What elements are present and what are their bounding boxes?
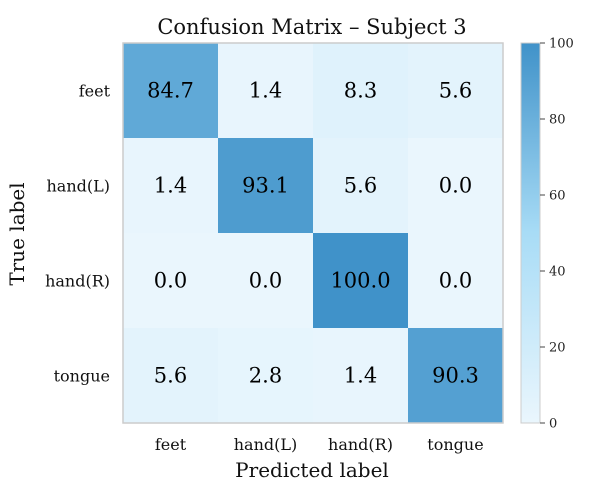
heatmap-cell (123, 138, 218, 233)
cell-value-label: 1.4 (344, 364, 377, 388)
colorbar-tick-label: 40 (549, 265, 566, 280)
x-tick-labels: feet hand(L) hand(R) tongue (155, 435, 484, 454)
colorbar-tick-label: 100 (549, 37, 574, 52)
cell-value-label: 93.1 (242, 174, 289, 198)
heatmap-cell (123, 233, 218, 328)
y-tick-label: feet (79, 82, 111, 101)
heatmap-cell (408, 328, 503, 423)
plot-border (122, 42, 504, 424)
cell-value-label: 5.6 (439, 79, 472, 103)
colorbar (520, 42, 541, 424)
heatmap-cell (218, 138, 313, 233)
cell-value-label: 90.3 (432, 364, 479, 388)
cell-value-label: 84.7 (147, 79, 194, 103)
heatmap-cell (218, 328, 313, 423)
cell-value-label: 0.0 (154, 269, 187, 293)
heatmap-cells: 84.7 1.4 8.3 5.6 1.4 93.1 5.6 0.0 0.0 0.0 100.0 0.0… (123, 43, 503, 423)
heatmap-cell (123, 43, 218, 138)
heatmap-cell (408, 233, 503, 328)
heatmap-cell (313, 233, 408, 328)
heatmap-cell (218, 43, 313, 138)
x-tick-label: tongue (427, 435, 483, 454)
y-axis-label: True label (5, 182, 29, 285)
colorbar-tick-label: 80 (549, 113, 566, 128)
y-tick-labels: feet hand(L) hand(R) tongue (45, 82, 110, 386)
cell-value-label: 0.0 (249, 269, 282, 293)
colorbar-tick-label: 20 (549, 341, 566, 356)
colorbar-ticks: 0 20 40 60 80 100 (540, 37, 574, 432)
cell-value-label: 1.4 (249, 79, 282, 103)
heatmap-cell (313, 328, 408, 423)
cell-value-label: 2.8 (249, 364, 282, 388)
heatmap-cell (408, 138, 503, 233)
y-tick-label: hand(L) (47, 177, 111, 196)
y-tick-label: hand(R) (45, 272, 110, 291)
cell-value-label: 0.0 (439, 174, 472, 198)
heatmap-cell (313, 138, 408, 233)
cell-value-label: 0.0 (439, 269, 472, 293)
cell-value-label: 5.6 (344, 174, 377, 198)
heatmap-cell (408, 43, 503, 138)
x-tick-label: hand(L) (234, 435, 298, 454)
chart-title: Confusion Matrix – Subject 3 (157, 15, 466, 39)
y-tick-label: tongue (54, 367, 110, 386)
cell-value-label: 5.6 (154, 364, 187, 388)
x-tick-label: feet (155, 435, 187, 454)
x-axis-label: Predicted label (235, 458, 389, 482)
heatmap-cell (123, 328, 218, 423)
x-tick-label: hand(R) (328, 435, 393, 454)
cell-value-label: 100.0 (330, 269, 390, 293)
cell-value-label: 1.4 (154, 174, 187, 198)
colorbar-tick-label: 0 (549, 417, 557, 432)
heatmap-cell (313, 43, 408, 138)
heatmap-cell (218, 233, 313, 328)
colorbar-tick-label: 60 (549, 189, 566, 204)
cell-value-label: 8.3 (344, 79, 377, 103)
